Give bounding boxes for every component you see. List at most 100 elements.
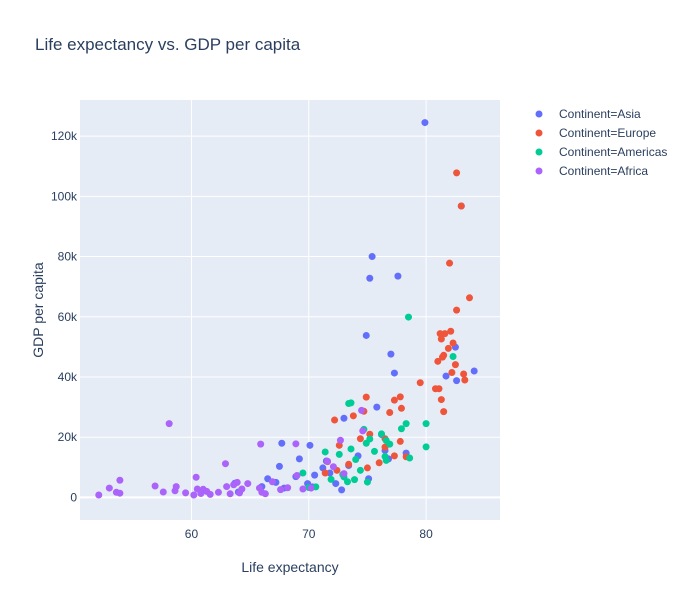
data-point [381, 452, 389, 460]
data-point [446, 259, 454, 267]
data-point [226, 490, 234, 498]
data-point [375, 459, 383, 467]
data-point [416, 379, 424, 387]
data-point [465, 294, 473, 302]
data-point [362, 439, 370, 447]
series-3 [95, 406, 367, 499]
data-point [421, 119, 429, 127]
data-point [356, 466, 364, 474]
data-point [447, 327, 455, 335]
y-tick-label: 60k [58, 310, 78, 324]
data-point [299, 485, 307, 493]
data-point [299, 469, 307, 477]
data-point [233, 478, 241, 486]
data-point [329, 463, 337, 471]
data-point [362, 393, 370, 401]
data-point [321, 448, 329, 456]
legend-item[interactable]: Continent=Asia [535, 107, 642, 121]
data-point [206, 490, 214, 498]
data-point [448, 368, 456, 376]
data-point [275, 462, 283, 470]
legend-label: Continent=Africa [559, 164, 648, 178]
data-point [390, 452, 398, 460]
legend-item[interactable]: Continent=Europe [535, 126, 657, 140]
data-point [293, 471, 301, 479]
y-tick-label: 100k [51, 189, 78, 203]
x-axis-title: Life expectancy [241, 559, 338, 575]
data-point [336, 436, 344, 444]
data-point [192, 473, 200, 481]
data-point [441, 330, 449, 338]
data-point [327, 475, 335, 483]
data-point [397, 425, 405, 433]
series-2 [299, 313, 457, 491]
data-point [359, 427, 367, 435]
legend-label: Continent=Asia [559, 107, 641, 121]
data-point [437, 335, 445, 343]
data-point [340, 470, 348, 478]
data-point [238, 485, 246, 493]
data-point [351, 476, 359, 484]
chart-title: Life expectancy vs. GDP per capita [35, 35, 301, 54]
data-point [422, 420, 430, 428]
data-point [349, 412, 357, 420]
data-point [440, 408, 448, 416]
data-point [244, 480, 252, 488]
data-point [347, 445, 355, 453]
legend[interactable]: Continent=Asia Continent=Europe Continent=… [535, 107, 668, 178]
data-point [295, 455, 303, 463]
data-point [386, 440, 394, 448]
legend-marker [535, 148, 543, 156]
data-point [434, 357, 442, 365]
data-point [338, 486, 346, 494]
y-axis: 0 20k 40k 60k 80k 100k 120k [51, 129, 78, 504]
data-point [257, 440, 265, 448]
data-point [368, 253, 376, 261]
data-point [470, 367, 478, 375]
data-point [335, 450, 343, 458]
data-point [397, 404, 405, 412]
data-point [457, 202, 465, 210]
scatter-points [95, 119, 478, 499]
y-axis-title: GDP per capita [30, 262, 46, 358]
data-point [363, 464, 371, 472]
data-point [358, 406, 366, 414]
data-point [311, 471, 319, 479]
data-point [221, 460, 229, 468]
legend-item[interactable]: Continent=Africa [535, 164, 649, 178]
data-point [277, 486, 285, 494]
data-point [214, 488, 222, 496]
data-point [366, 430, 374, 438]
y-tick-label: 40k [58, 370, 78, 384]
data-point [190, 491, 198, 499]
legend-item[interactable]: Continent=Americas [535, 145, 668, 159]
data-point [362, 331, 370, 339]
data-point [378, 430, 386, 438]
data-point [404, 313, 412, 321]
y-tick-label: 0 [70, 490, 77, 504]
data-point [460, 370, 468, 378]
data-point [396, 393, 404, 401]
data-point [422, 443, 430, 451]
data-point [116, 489, 124, 497]
data-point [307, 484, 315, 492]
x-tick-label: 60 [185, 527, 199, 541]
data-point [159, 488, 167, 496]
data-point [363, 478, 371, 486]
data-point [402, 420, 410, 428]
data-point [343, 478, 351, 486]
data-point [461, 376, 469, 384]
y-tick-label: 120k [51, 129, 78, 143]
data-point [292, 440, 300, 448]
data-point [373, 403, 381, 411]
x-tick-label: 70 [302, 527, 316, 541]
x-tick-label: 80 [419, 527, 433, 541]
data-point [352, 455, 360, 463]
legend-marker [535, 110, 543, 118]
data-point [321, 469, 329, 477]
data-point [442, 372, 450, 380]
data-point [268, 478, 276, 486]
data-point [105, 484, 113, 492]
data-point [356, 435, 364, 443]
data-point [449, 353, 457, 361]
